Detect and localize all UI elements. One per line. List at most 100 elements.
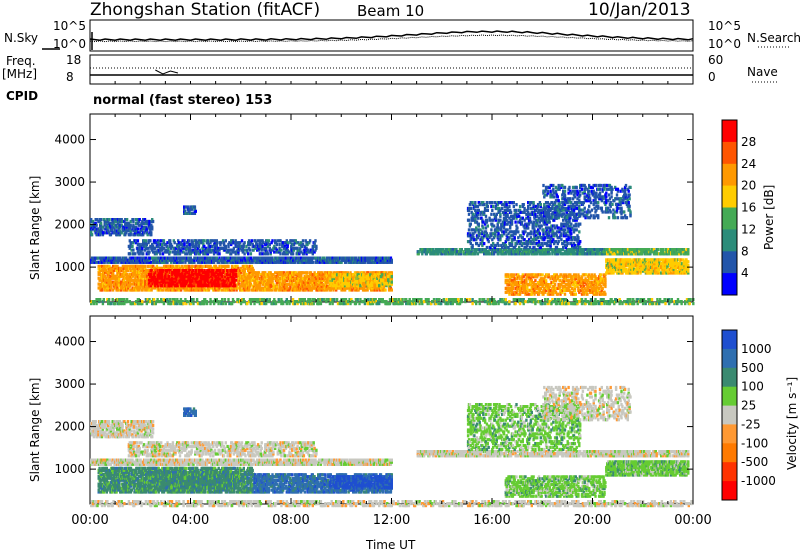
data-cell	[136, 227, 140, 231]
data-cell	[588, 302, 591, 306]
data-cell	[134, 252, 137, 256]
data-cell	[224, 260, 227, 264]
data-cell	[98, 229, 101, 233]
data-cell	[440, 302, 443, 306]
data-cell	[501, 298, 504, 302]
data-cell	[508, 300, 511, 304]
data-cell	[93, 260, 96, 264]
data-cell	[99, 256, 102, 260]
data-cell	[444, 302, 447, 306]
data-cell	[282, 302, 285, 306]
data-cell	[221, 256, 225, 260]
data-cell	[190, 298, 193, 302]
data-cell	[107, 219, 110, 224]
data-cell	[118, 229, 122, 233]
data-cell	[550, 302, 553, 306]
data-cell	[127, 221, 131, 225]
data-cell	[331, 300, 334, 304]
data-cell	[146, 258, 149, 262]
data-cell	[405, 302, 408, 306]
data-cell	[489, 302, 492, 306]
data-cell	[96, 260, 99, 264]
data-cell	[114, 219, 117, 224]
data-cell	[288, 302, 291, 306]
data-cell	[249, 300, 253, 304]
data-cell	[115, 260, 118, 264]
data-cell	[489, 298, 492, 302]
data-cell	[374, 298, 377, 302]
data-cell	[639, 300, 642, 304]
data-cell	[597, 302, 601, 306]
data-cell	[150, 260, 153, 264]
data-cell	[492, 302, 496, 306]
data-cell	[169, 298, 172, 302]
noise-tick-high-right: 10^5	[708, 19, 741, 33]
data-cell	[109, 302, 113, 306]
data-cell	[564, 298, 568, 302]
data-cell	[297, 300, 300, 304]
data-cell	[135, 260, 139, 264]
data-cell	[606, 302, 609, 306]
data-cell	[145, 229, 148, 233]
data-cell	[400, 300, 403, 304]
data-cell	[182, 302, 185, 306]
data-cell	[658, 298, 662, 302]
data-cell	[421, 302, 424, 306]
data-cell	[689, 298, 692, 302]
data-cell	[607, 300, 611, 304]
data-cell	[123, 219, 126, 224]
data-cell	[457, 298, 460, 302]
data-cell	[667, 302, 671, 306]
data-cell	[181, 260, 184, 264]
data-cell	[99, 219, 102, 224]
data-cell	[92, 221, 96, 225]
data-cell	[234, 278, 238, 282]
data-cell	[414, 298, 418, 302]
data-cell	[209, 256, 212, 260]
data-cell	[437, 302, 440, 306]
data-cell	[117, 218, 121, 222]
data-cell	[418, 302, 421, 306]
data-cell	[393, 298, 396, 302]
data-cell	[385, 300, 388, 304]
data-cell	[524, 300, 527, 304]
nsky-label: N.Sky	[4, 31, 39, 45]
data-cell	[113, 223, 116, 227]
data-cell	[554, 300, 558, 304]
data-cell	[548, 300, 551, 304]
data-cell	[148, 260, 151, 264]
data-cell	[619, 300, 622, 304]
data-cell	[632, 298, 635, 302]
data-cell	[114, 302, 117, 306]
data-cell	[565, 302, 568, 306]
data-cell	[313, 298, 316, 302]
data-cell	[179, 260, 183, 264]
data-cell	[186, 258, 189, 262]
data-cell	[139, 260, 142, 264]
data-cell	[129, 223, 132, 227]
data-cell	[150, 223, 153, 227]
data-cell	[141, 256, 144, 260]
data-cell	[107, 300, 110, 304]
data-cell	[427, 298, 430, 302]
data-cell	[442, 298, 445, 302]
data-cell	[129, 258, 132, 262]
data-cell	[135, 229, 139, 233]
data-cell	[680, 302, 683, 306]
data-cell	[143, 218, 147, 222]
data-cell	[144, 239, 148, 243]
data-cell	[239, 258, 243, 262]
data-cell	[356, 298, 359, 302]
data-cell	[133, 225, 136, 229]
data-cell	[308, 298, 312, 302]
data-cell	[242, 298, 245, 302]
data-cell	[105, 218, 108, 222]
data-cell	[239, 300, 242, 304]
data-cell	[167, 302, 170, 306]
data-cell	[475, 300, 478, 304]
data-cell	[471, 302, 474, 306]
data-cell	[138, 218, 141, 222]
data-cell	[227, 264, 230, 268]
data-cell	[99, 221, 103, 225]
data-cell	[254, 260, 257, 264]
